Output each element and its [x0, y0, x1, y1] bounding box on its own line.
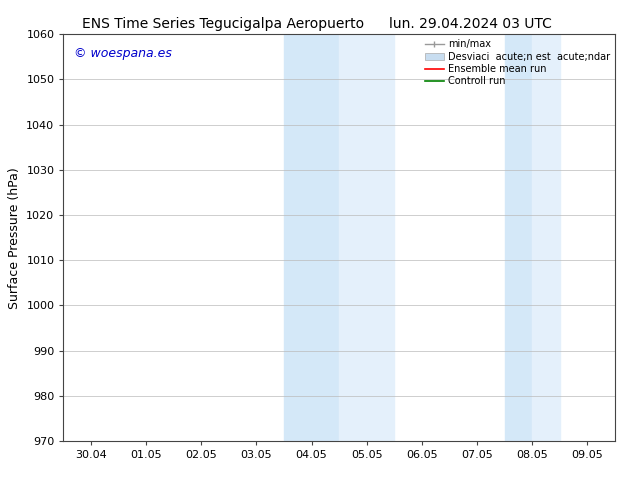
Bar — [533, 34, 560, 441]
Bar — [505, 34, 533, 441]
Text: ENS Time Series Tegucigalpa Aeropuerto: ENS Time Series Tegucigalpa Aeropuerto — [82, 17, 365, 31]
Text: lun. 29.04.2024 03 UTC: lun. 29.04.2024 03 UTC — [389, 17, 552, 31]
Y-axis label: Surface Pressure (hPa): Surface Pressure (hPa) — [8, 167, 21, 309]
Bar — [339, 34, 394, 441]
Bar — [284, 34, 339, 441]
Text: © woespana.es: © woespana.es — [74, 47, 172, 59]
Legend: min/max, Desviaci  acute;n est  acute;ndar, Ensemble mean run, Controll run: min/max, Desviaci acute;n est acute;ndar… — [422, 36, 613, 89]
